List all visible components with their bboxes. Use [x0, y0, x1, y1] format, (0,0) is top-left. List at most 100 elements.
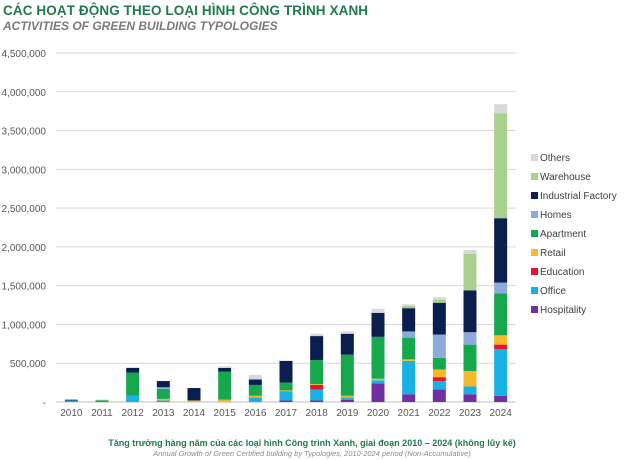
bar-segment-apartment-2022	[432, 357, 446, 370]
bar-segment-retail-2021	[402, 359, 416, 361]
legend-label: Education	[540, 267, 584, 278]
legend-label: Warehouse	[540, 172, 591, 183]
bar-segment-office-2023	[463, 386, 477, 395]
y-tick-label: 3,500,000	[2, 127, 47, 138]
y-tick-label: 1,000,000	[2, 320, 47, 331]
y-tick-label: 2,000,000	[2, 243, 47, 254]
bar-segment-warehouse-2022	[432, 299, 446, 303]
legend-item-office: Office	[531, 286, 566, 297]
bar-segment-retail-2019	[340, 395, 354, 398]
bar-segment-retail-2020	[371, 378, 385, 381]
bar-segment-retail-2015	[218, 399, 232, 402]
bar-segment-office-2020	[371, 380, 385, 384]
bar-segment-warehouse-2023	[463, 253, 477, 291]
legend-label: Homes	[540, 210, 572, 221]
bar-segment-apartment-2018	[310, 360, 324, 385]
bar-segment-industrial-factory-2018	[310, 336, 324, 361]
bar-segment-homes-2023	[463, 332, 477, 345]
gridlines	[56, 52, 516, 403]
bar-segment-education-2024	[494, 344, 508, 350]
x-tick-label: 2020	[367, 408, 390, 419]
bar-segment-office-2019	[340, 397, 354, 400]
x-tick-label: 2016	[244, 408, 267, 419]
x-tick-label: 2011	[91, 408, 113, 419]
y-tick-label: 3,000,000	[2, 165, 47, 176]
chart-caption: Tăng trưởng hàng năm của các loại hình C…	[108, 438, 516, 448]
legend: Others Warehouse Industrial Factory Homes Ap…	[531, 153, 617, 316]
legend-swatch	[531, 249, 538, 256]
legend-label: Retail	[540, 248, 566, 259]
bar-segment-office-2024	[494, 349, 508, 396]
bar-segment-office-2017	[279, 391, 293, 401]
bar-segment-apartment-2021	[402, 337, 416, 360]
y-axis-ticks: - 500,000 1,000,000 1,500,000 2,000,000 2,500…	[2, 49, 47, 409]
bar-segment-retail-2016	[248, 395, 262, 398]
bar-segment-warehouse-2024	[494, 113, 508, 219]
bar-segment-office-2018	[310, 389, 324, 401]
bar-segment-education-2018	[310, 384, 324, 390]
bar-segment-retail-2024	[494, 335, 508, 345]
legend-swatch	[531, 192, 538, 199]
bar-segment-retail-2013	[156, 398, 170, 401]
legend-item-retail: Retail	[531, 248, 566, 259]
legend-label: Apartment	[540, 229, 586, 240]
bar-segment-education-2022	[432, 377, 446, 382]
bar-segment-hospitality-2019	[340, 399, 354, 402]
bar-segment-others-2015	[218, 366, 232, 368]
legend-swatch	[531, 306, 538, 313]
bar-segment-retail-2014	[187, 400, 201, 402]
bar-segment-industrial-factory-2015	[218, 367, 232, 372]
legend-label: Office	[540, 286, 566, 297]
bar-segment-apartment-2024	[494, 293, 508, 336]
bar-segment-office-2010	[64, 400, 78, 402]
bar-segment-industrial-factory-2014	[187, 388, 201, 401]
bar-segment-homes-2024	[494, 282, 508, 294]
bar-segment-retail-2022	[432, 369, 446, 378]
bar-segment-apartment-2016	[248, 384, 262, 396]
bar-segment-industrial-factory-2021	[402, 308, 416, 332]
chart-caption-english: Annual Growth of Green Certified buildin…	[153, 449, 471, 458]
legend-label: Others	[540, 153, 570, 164]
bar-segment-hospitality-2023	[463, 394, 477, 402]
bar-segment-retail-2017	[279, 390, 293, 392]
bar-segment-industrial-factory-2019	[340, 333, 354, 355]
bar-segment-industrial-factory-2013	[156, 381, 170, 388]
legend-item-others: Others	[531, 153, 570, 164]
x-tick-label: 2019	[336, 408, 359, 419]
bar-segment-others-2019	[340, 331, 354, 334]
legend-swatch	[531, 287, 538, 294]
chart-title-english: ACTIVITIES OF GREEN BUILDING TYPOLOGIES	[3, 19, 278, 33]
x-tick-label: 2015	[214, 408, 237, 419]
bar-segment-industrial-factory-2024	[494, 218, 508, 283]
bar-segment-apartment-2019	[340, 354, 354, 396]
bar-segment-industrial-factory-2020	[371, 312, 385, 337]
bar-segment-office-2021	[402, 360, 416, 395]
bar-segment-industrial-factory-2023	[463, 290, 477, 333]
bar-segment-hospitality-2024	[494, 395, 508, 402]
bar-segment-industrial-factory-2022	[432, 302, 446, 335]
bar-segment-apartment-2023	[463, 344, 477, 371]
bar-segment-others-2018	[310, 333, 324, 337]
bar-segment-office-2013	[156, 400, 170, 402]
bar-segment-industrial-factory-2010	[64, 399, 78, 401]
bar-segment-warehouse-2011	[95, 399, 109, 401]
bar-segment-others-2016	[248, 374, 262, 380]
bar-segment-hospitality-2017	[279, 400, 293, 402]
bar-segment-apartment-2017	[279, 382, 293, 391]
x-tick-label: 2018	[306, 408, 329, 419]
legend-item-warehouse: Warehouse	[531, 172, 591, 183]
legend-swatch	[531, 230, 538, 237]
bar-segment-office-2016	[248, 397, 262, 402]
bar-segment-hospitality-2022	[432, 389, 446, 402]
x-tick-label: 2024	[490, 408, 513, 419]
bar-segment-apartment-2012	[126, 372, 140, 396]
legend-item-apartment: Apartment	[531, 229, 586, 240]
legend-label: Industrial Factory	[540, 191, 617, 202]
x-tick-label: 2017	[275, 408, 298, 419]
legend-swatch	[531, 268, 538, 275]
y-tick-label: -	[43, 398, 46, 409]
legend-label: Hospitality	[540, 305, 586, 316]
chart-title-vietnamese: CÁC HOẠT ĐỘNG THEO LOẠI HÌNH CÔNG TRÌNH …	[3, 3, 369, 18]
x-tick-label: 2012	[122, 408, 145, 419]
